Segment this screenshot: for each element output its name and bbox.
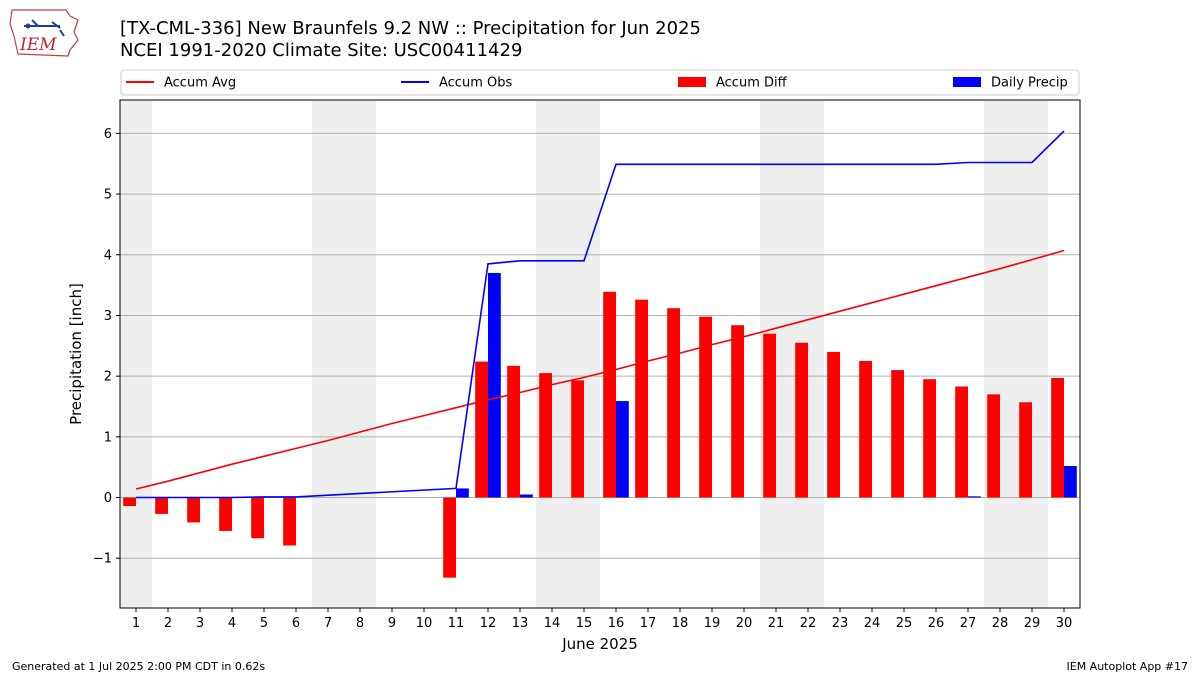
accum-diff-bar (603, 291, 616, 498)
y-tick-label: 2 (104, 370, 112, 385)
y-tick-label: 6 (104, 127, 112, 142)
x-tick-label: 17 (640, 616, 657, 631)
x-tick-label: 1 (132, 616, 140, 631)
accum-diff-bar (635, 299, 648, 498)
x-tick-label: 2 (164, 616, 172, 631)
x-tick-label: 14 (544, 616, 561, 631)
daily-precip-bar (520, 494, 533, 498)
iowa-outline-icon (9, 9, 79, 57)
x-axis-label: June 2025 (561, 635, 638, 653)
x-tick-label: 19 (704, 616, 721, 631)
accum-diff-bar (987, 394, 1000, 498)
accum-diff-bar (187, 497, 200, 523)
x-tick-label: 18 (672, 616, 689, 631)
weather-symbols-icon (24, 19, 65, 37)
legend-label: Accum Avg (164, 76, 236, 91)
daily-precip-bar (488, 272, 501, 498)
chart-title: [TX-CML-336] New Braunfels 9.2 NW :: Pre… (120, 18, 701, 39)
x-tick-label: 12 (480, 616, 497, 631)
daily-precip-bar (616, 401, 629, 498)
x-tick-label: 30 (1056, 616, 1073, 631)
accum-diff-bar (763, 333, 776, 498)
y-tick-label: 5 (104, 188, 112, 203)
iem-logo: IEM (8, 6, 80, 60)
x-tick-label: 13 (512, 616, 529, 631)
x-tick-label: 28 (992, 616, 1009, 631)
accum-diff-bar (1019, 402, 1032, 498)
accum-diff-bar (667, 308, 680, 498)
x-tick-label: 26 (928, 616, 945, 631)
accum-diff-bar (219, 497, 232, 531)
x-tick-label: 27 (960, 616, 977, 631)
x-tick-label: 7 (324, 616, 332, 631)
accum-diff-bar (251, 497, 264, 539)
weekend-shade-2 (536, 100, 600, 608)
legend-label: Daily Precip (991, 76, 1068, 91)
legend-swatch (678, 77, 706, 87)
weekend-shade-4 (984, 100, 1048, 608)
x-tick-label: 23 (832, 616, 849, 631)
daily-precip-bar (1064, 465, 1077, 498)
accum-diff-bar (891, 370, 904, 498)
accum-diff-bar (699, 316, 712, 498)
x-tick-label: 21 (768, 616, 785, 631)
accum-diff-bar (859, 360, 872, 498)
accum-diff-bar (795, 342, 808, 498)
accum-diff-bar (507, 365, 520, 498)
legend-label: Accum Obs (439, 76, 512, 91)
legend: Accum Avg Accum Obs Accum Diff Daily Precip (120, 69, 1080, 96)
accum-diff-bar (571, 380, 584, 498)
x-tick-label: 15 (576, 616, 593, 631)
y-tick-label: −1 (93, 552, 112, 567)
autoplot-app-label: IEM Autoplot App #17 (1066, 660, 1189, 673)
legend-swatch (953, 77, 981, 87)
accum-diff-bar (955, 386, 968, 498)
accum-diff-bar (731, 325, 744, 498)
x-tick-label: 11 (448, 616, 465, 631)
accum-diff-bar (1051, 377, 1064, 498)
x-tick-label: 5 (260, 616, 268, 631)
x-tick-label: 4 (228, 616, 236, 631)
y-tick-label: 1 (104, 430, 112, 445)
x-tick-label: 9 (388, 616, 396, 631)
accum-diff-bar (923, 379, 936, 498)
weekend-shade-1 (312, 100, 376, 608)
accum-avg-line (135, 249, 1065, 490)
y-tick-label: 3 (104, 309, 112, 324)
x-tick-label: 29 (1024, 616, 1041, 631)
y-axis-label: Precipitation [inch] (67, 283, 85, 425)
logo-text: IEM (19, 35, 57, 55)
x-tick-label: 25 (896, 616, 913, 631)
accum-diff-bar (155, 497, 168, 514)
x-tick-label: 20 (736, 616, 753, 631)
legend-box (120, 69, 1080, 96)
accum-obs-line (136, 130, 1065, 499)
weekend-shade-0 (120, 100, 152, 608)
x-tick-label: 10 (416, 616, 433, 631)
x-tick-label: 16 (608, 616, 625, 631)
y-tick-label: 4 (104, 248, 112, 263)
accum-diff-bar (539, 373, 552, 498)
accum-diff-bar (475, 361, 488, 498)
accum-diff-bar (827, 351, 840, 498)
plot-frame (119, 99, 1081, 609)
daily-precip-bar (456, 488, 469, 498)
accum-diff-bar (283, 497, 296, 546)
x-tick-label: 6 (292, 616, 300, 631)
x-tick-label: 3 (196, 616, 204, 631)
generated-timestamp: Generated at 1 Jul 2025 2:00 PM CDT in 0… (12, 660, 266, 673)
legend-label: Accum Diff (716, 76, 788, 91)
daily-precip-bar (968, 496, 981, 498)
chart-subtitle: NCEI 1991-2020 Climate Site: USC00411429 (120, 40, 523, 61)
x-tick-label: 24 (864, 616, 881, 631)
y-tick-label: 0 (104, 491, 112, 506)
accum-diff-bar (443, 497, 456, 578)
x-tick-label: 8 (356, 616, 364, 631)
x-tick-label: 22 (800, 616, 817, 631)
accum-diff-bar (123, 497, 136, 507)
